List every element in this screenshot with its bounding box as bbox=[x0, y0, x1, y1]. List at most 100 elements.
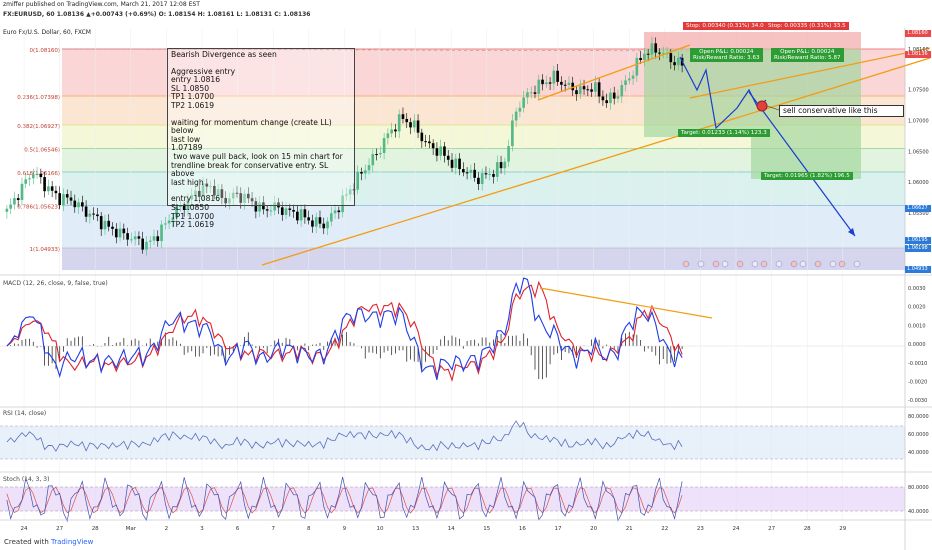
macd-pane[interactable]: 0.0030 0.0020 0.0010 0.0000 -0.0010 -0.0020 -0… bbox=[0, 277, 927, 404]
candle-body bbox=[92, 213, 95, 215]
fib-label: 0.618(1.06166) bbox=[17, 171, 60, 177]
time-tick: 7 bbox=[271, 526, 275, 532]
candle-body bbox=[114, 228, 118, 238]
analysis-note[interactable]: Bearish Divergence as seen Aggressive en… bbox=[167, 48, 355, 229]
drawings[interactable] bbox=[261, 44, 931, 268]
candle-body bbox=[654, 43, 658, 53]
candle-body bbox=[431, 143, 435, 149]
candle-body bbox=[341, 195, 344, 213]
time-tick: Mar bbox=[126, 526, 137, 532]
candle-body bbox=[84, 206, 88, 217]
candle-body bbox=[186, 199, 190, 210]
macd-tick: 0.0030 bbox=[908, 286, 926, 292]
tradingview-logo[interactable]: TradingView bbox=[51, 538, 94, 546]
candle-body bbox=[175, 206, 178, 218]
candle-body bbox=[643, 53, 646, 61]
footer[interactable]: Created with TradingView bbox=[4, 538, 93, 546]
ohlc-line: FX:EURUSD, 60 1.08136 ▲+0.00743 (+0.69%)… bbox=[3, 11, 311, 18]
macd-tick: -0.0020 bbox=[908, 380, 927, 386]
price-tag: 1.06627 bbox=[905, 205, 931, 212]
price-tick: 1.05000 bbox=[908, 242, 929, 248]
candle-body bbox=[563, 84, 567, 86]
candle-body bbox=[412, 120, 416, 128]
candle-body bbox=[296, 211, 299, 221]
price-tag: 1.06198 bbox=[905, 245, 931, 252]
rsi-pane[interactable]: 80.0000 60.0000 40.0000 bbox=[0, 414, 929, 460]
position-tools[interactable] bbox=[644, 32, 861, 179]
open-pnl-label-2: Open P&L: 0.00024 Risk/Reward Ratio: 5.8… bbox=[771, 48, 844, 63]
candle-body bbox=[69, 197, 73, 201]
projection-path bbox=[679, 56, 767, 130]
macd-tick: 0.0010 bbox=[908, 323, 926, 329]
candle-body bbox=[605, 100, 608, 104]
price-tag: 1.08160 bbox=[905, 30, 931, 37]
candle-body bbox=[265, 209, 269, 211]
candle-body bbox=[556, 70, 559, 82]
trendline-lower bbox=[261, 57, 931, 266]
candle-body bbox=[526, 92, 529, 98]
time-tick: 21 bbox=[626, 526, 633, 532]
note-waiting: waiting for momentum change (create LL) … bbox=[171, 117, 343, 187]
candle-body bbox=[352, 189, 356, 191]
candle-body bbox=[280, 207, 284, 215]
note-conservative: entry 1.0816 SL 1.0850 TP1 1.0700 TP2 1.… bbox=[171, 194, 221, 230]
candle-body bbox=[307, 217, 310, 221]
event-icon bbox=[712, 260, 720, 268]
candle-body bbox=[81, 202, 84, 207]
macd-tick: 0.0020 bbox=[908, 305, 926, 311]
sell-conservative-note[interactable]: sell conservative like this bbox=[779, 105, 904, 117]
candle-body bbox=[209, 185, 212, 187]
candle-body bbox=[311, 220, 314, 227]
fib-retracement[interactable]: 0(1.08160) 0.236(1.07398) 0.382(1.06927) 0.… bbox=[17, 48, 905, 270]
candle-body bbox=[130, 239, 133, 241]
candle-body bbox=[20, 183, 24, 201]
candle-body bbox=[54, 190, 58, 194]
time-tick: 24 bbox=[733, 526, 740, 532]
candle-body bbox=[658, 52, 661, 54]
candle-body bbox=[35, 173, 39, 175]
candle-body bbox=[152, 236, 156, 241]
candle-body bbox=[111, 226, 114, 229]
price-tick: 1.05500 bbox=[908, 211, 929, 217]
candle-body bbox=[216, 189, 220, 196]
candle-body bbox=[348, 189, 352, 195]
candle-body bbox=[235, 192, 239, 194]
candle-body bbox=[446, 155, 450, 160]
price-tick: 1.06500 bbox=[908, 149, 929, 155]
candle-body bbox=[469, 169, 473, 173]
candle-body bbox=[631, 75, 635, 79]
candle-body bbox=[213, 185, 216, 196]
candle-body bbox=[273, 202, 277, 211]
time-tick: 28 bbox=[804, 526, 811, 532]
candle-body bbox=[473, 169, 476, 178]
rsi-band bbox=[0, 426, 905, 459]
candle-body bbox=[390, 129, 393, 134]
candle-body bbox=[477, 177, 480, 185]
footer-created: Created with bbox=[4, 538, 49, 546]
candle-body bbox=[250, 198, 254, 202]
time-tick: 6 bbox=[236, 526, 240, 532]
candle-body bbox=[99, 216, 103, 230]
axes: 1.08160 1.07500 1.07000 1.06500 1.06000 1.055… bbox=[0, 28, 932, 550]
candle-body bbox=[409, 122, 412, 128]
candle-body bbox=[201, 183, 205, 197]
candle-body bbox=[47, 186, 50, 192]
target-label-1: Target: 0.01233 (1.14%) 123.3 bbox=[678, 129, 770, 138]
candle-body bbox=[382, 138, 386, 153]
candle-body bbox=[145, 241, 148, 250]
note-title: Bearish Divergence as seen bbox=[171, 50, 277, 59]
stoch-label: Stoch (14, 3, 3) bbox=[3, 476, 50, 483]
candle-body bbox=[5, 208, 9, 212]
event-icon bbox=[790, 260, 798, 268]
stop-label-2: Stop: 0.00335 (0.31%) 33.5 bbox=[765, 22, 849, 31]
candle-body bbox=[454, 158, 458, 168]
time-tick: 29 bbox=[839, 526, 846, 532]
candle-body bbox=[50, 186, 54, 191]
stoch-pane[interactable]: 80.0000 40.0000 bbox=[0, 476, 929, 523]
time-tick: 15 bbox=[483, 526, 490, 532]
candle-body bbox=[639, 57, 642, 61]
time-tick: 20 bbox=[590, 526, 597, 532]
fib-zone bbox=[62, 205, 905, 248]
candle-body bbox=[62, 194, 65, 206]
